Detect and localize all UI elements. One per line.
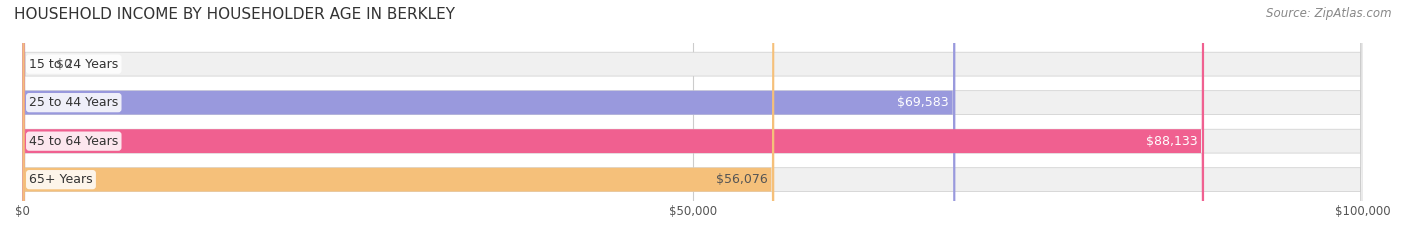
Text: $56,076: $56,076 bbox=[716, 173, 768, 186]
FancyBboxPatch shape bbox=[22, 0, 955, 233]
FancyBboxPatch shape bbox=[22, 0, 775, 233]
FancyBboxPatch shape bbox=[22, 0, 1364, 233]
Text: 25 to 44 Years: 25 to 44 Years bbox=[30, 96, 118, 109]
Text: HOUSEHOLD INCOME BY HOUSEHOLDER AGE IN BERKLEY: HOUSEHOLD INCOME BY HOUSEHOLDER AGE IN B… bbox=[14, 7, 456, 22]
Text: 15 to 24 Years: 15 to 24 Years bbox=[30, 58, 118, 71]
Text: $0: $0 bbox=[56, 58, 72, 71]
Text: 45 to 64 Years: 45 to 64 Years bbox=[30, 135, 118, 148]
Text: $69,583: $69,583 bbox=[897, 96, 949, 109]
Text: Source: ZipAtlas.com: Source: ZipAtlas.com bbox=[1267, 7, 1392, 20]
Text: 65+ Years: 65+ Years bbox=[30, 173, 93, 186]
FancyBboxPatch shape bbox=[22, 0, 1364, 233]
FancyBboxPatch shape bbox=[22, 0, 1364, 233]
FancyBboxPatch shape bbox=[22, 0, 1204, 233]
Text: $88,133: $88,133 bbox=[1146, 135, 1198, 148]
FancyBboxPatch shape bbox=[22, 0, 1364, 233]
